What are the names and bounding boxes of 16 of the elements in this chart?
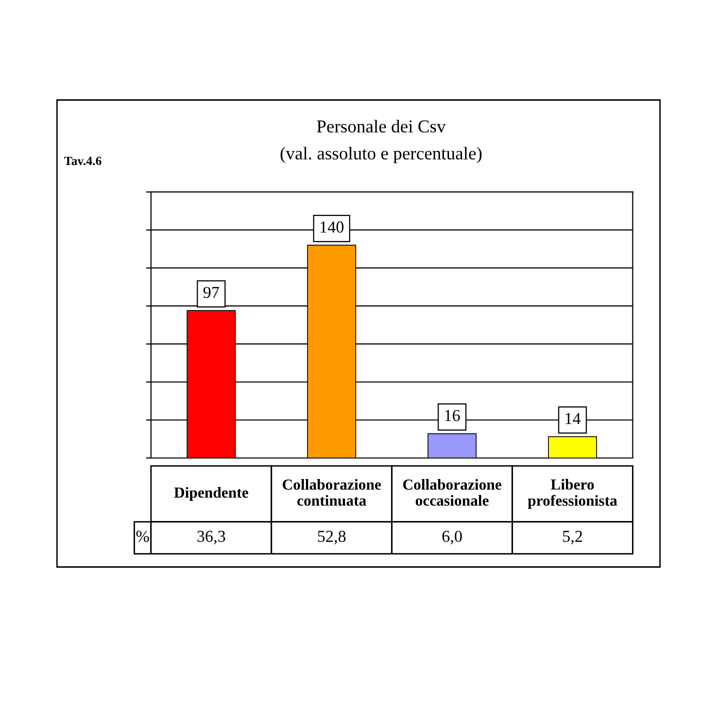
text: %	[136, 530, 150, 542]
text: 52,8	[318, 530, 346, 544]
text: 5,2	[563, 530, 582, 544]
x-tick-label: Libero professionista	[528, 478, 618, 509]
chart-subtitle: (val. assoluto e percentuale)	[280, 146, 482, 164]
x-tick-label: Dipendente	[174, 486, 248, 501]
data-label: 140	[320, 221, 344, 233]
text: Tav.4.6	[64, 156, 102, 166]
x-tick-label: Collaborazione occasionale	[403, 479, 502, 506]
data-label: 97	[203, 286, 220, 298]
data-label: 14	[566, 413, 581, 424]
chart-title: Personale dei Csv	[316, 120, 446, 133]
x-tick-label: Collaborazione continuata	[282, 479, 381, 506]
text: 36,3	[197, 530, 226, 544]
data-label: 16	[445, 410, 460, 422]
text: 6,0	[442, 530, 462, 544]
